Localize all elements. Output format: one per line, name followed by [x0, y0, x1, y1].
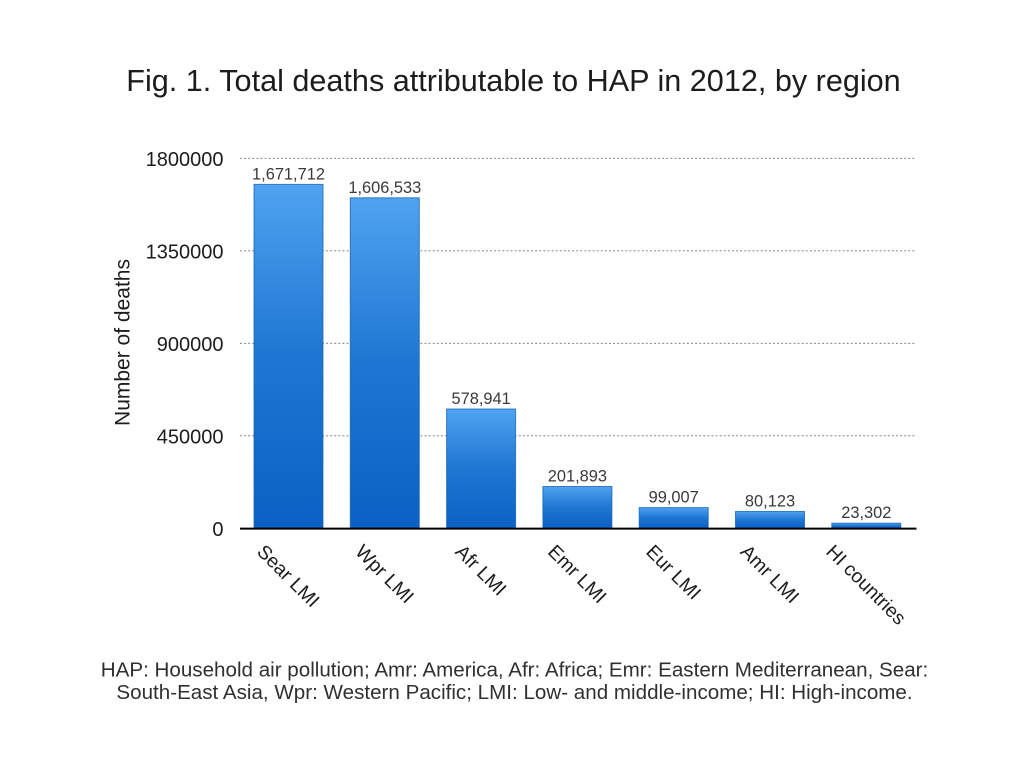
svg-text:1350000: 1350000 — [146, 242, 224, 264]
svg-text:South-East Asia, Wpr: Western: South-East Asia, Wpr: Western Pacific; L… — [116, 681, 912, 704]
svg-text:201,893: 201,893 — [548, 468, 607, 486]
svg-text:1,671,712: 1,671,712 — [252, 165, 325, 183]
svg-text:HAP: Household air pollution;: HAP: Household air pollution; Amr: Ameri… — [101, 658, 929, 681]
svg-text:1800000: 1800000 — [146, 149, 224, 171]
svg-text:23,302: 23,302 — [841, 504, 891, 522]
svg-text:Number of deaths: Number of deaths — [112, 259, 135, 426]
svg-text:578,941: 578,941 — [451, 390, 510, 408]
svg-text:1,606,533: 1,606,533 — [348, 179, 421, 197]
svg-text:0: 0 — [212, 519, 223, 541]
svg-text:99,007: 99,007 — [649, 489, 699, 507]
svg-text:80,123: 80,123 — [745, 493, 795, 511]
svg-text:Fig. 1. Total deaths attributa: Fig. 1. Total deaths attributable to HAP… — [126, 64, 900, 98]
svg-text:450000: 450000 — [157, 427, 224, 449]
svg-text:900000: 900000 — [157, 334, 224, 356]
